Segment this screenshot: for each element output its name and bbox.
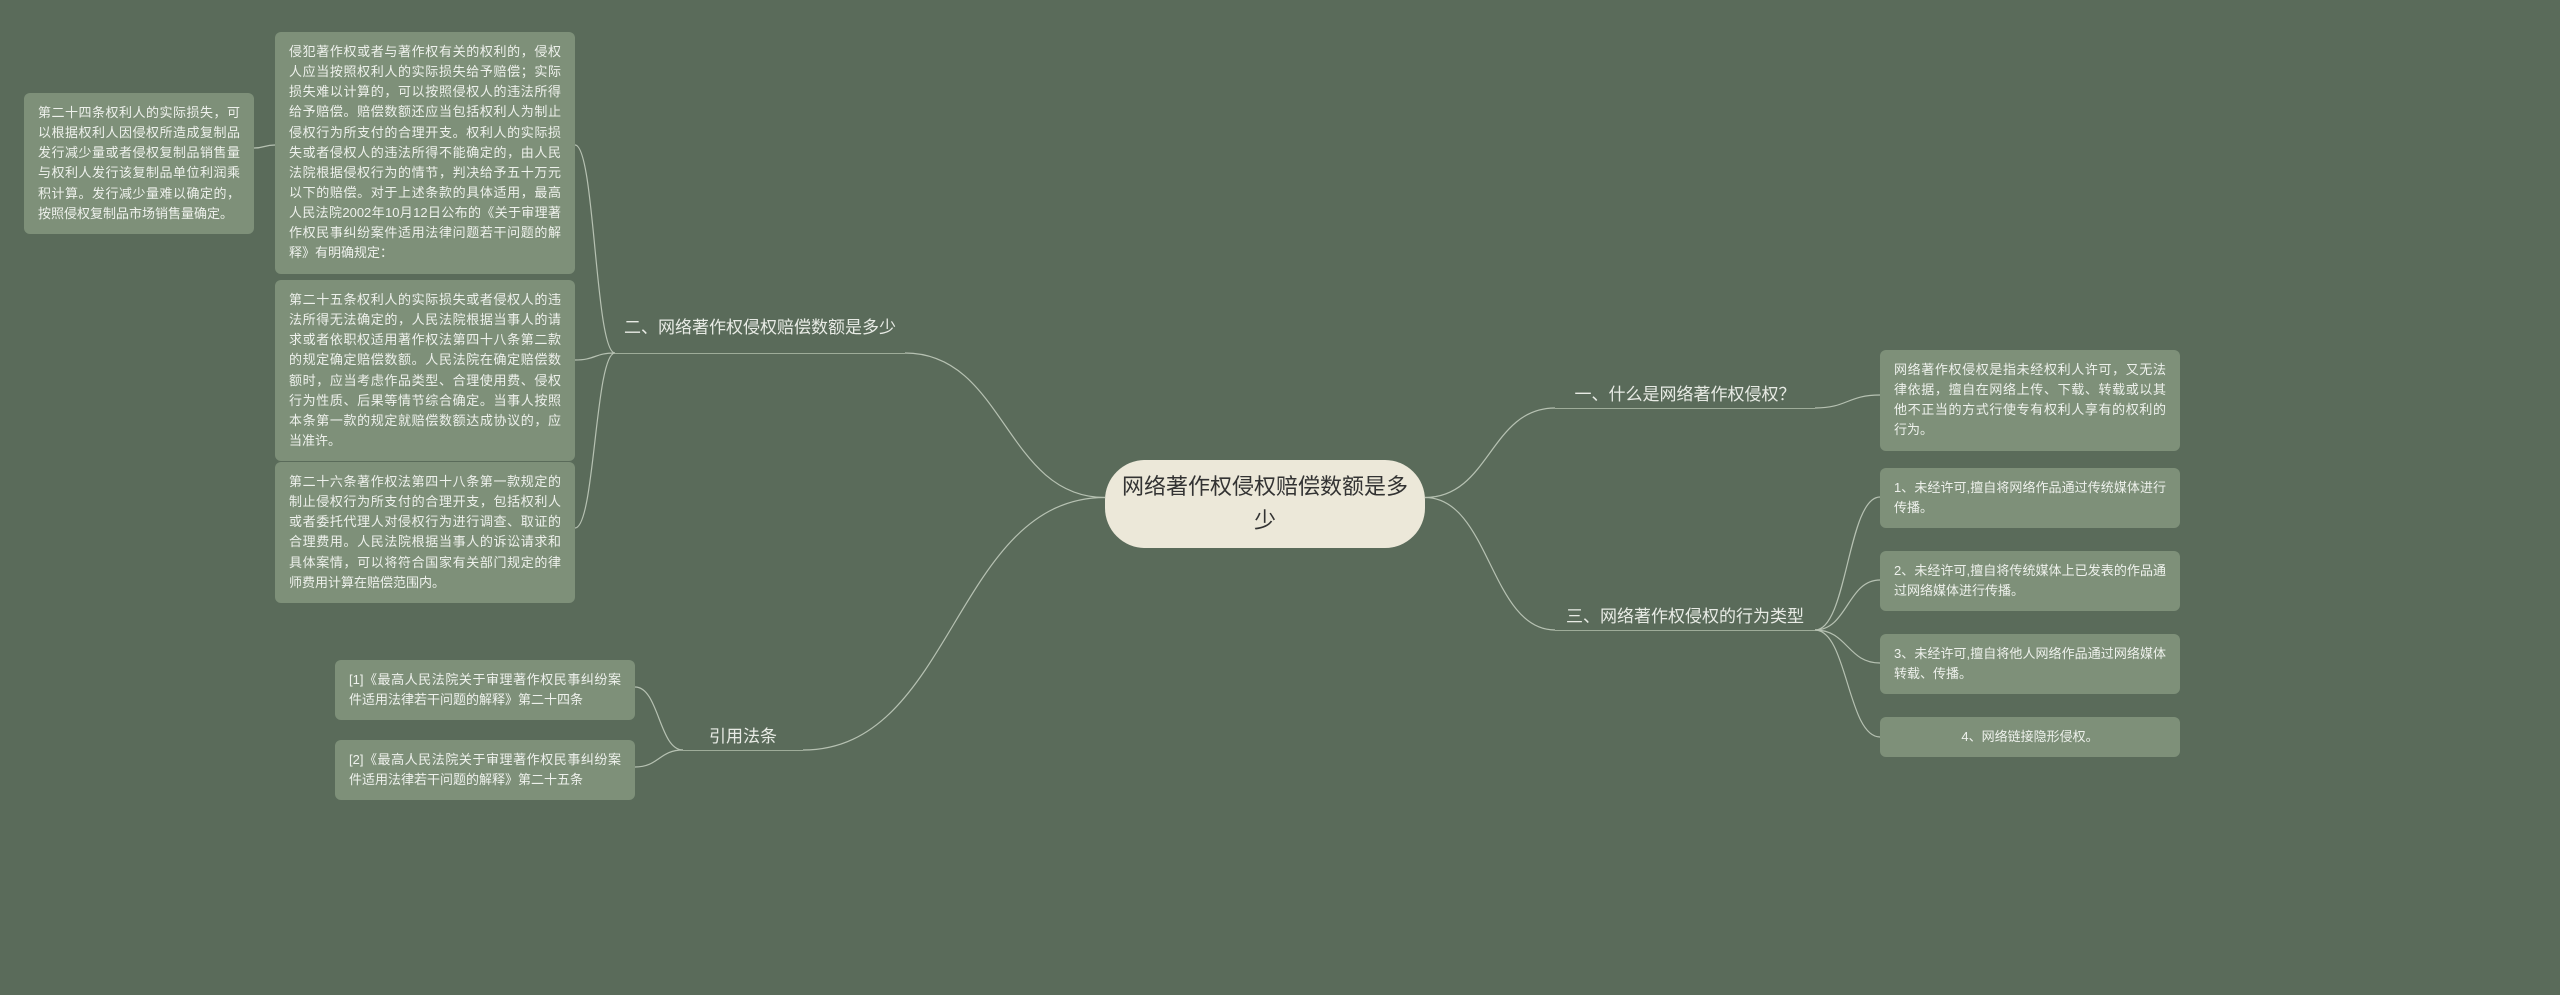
node-text: 第二十六条著作权法第四十八条第一款规定的制止侵权行为所支付的合理开支，包括权利人… (289, 472, 561, 593)
node-text: 第二十四条权利人的实际损失，可以根据权利人因侵权所造成复制品发行减少量或者侵权复… (38, 103, 240, 224)
link-root-l2 (803, 498, 1105, 751)
node-text: 网络著作权侵权是指未经权利人许可，又无法律依据，擅自在网络上传、下载、转载或以其… (1894, 360, 2166, 441)
node-l2b[interactable]: [2]《最高人民法院关于审理著作权民事纠纷案件适用法律若干问题的解释》第二十五条 (335, 740, 635, 800)
link-l2-l2b (635, 750, 683, 767)
link-l2-l2a (635, 687, 683, 750)
node-l1b[interactable]: 第二十五条权利人的实际损失或者侵权人的违法所得无法确定的，人民法院根据当事人的请… (275, 280, 575, 461)
node-text: 二、网络著作权侵权赔偿数额是多少 (624, 315, 896, 341)
link-l1-l1a (575, 145, 615, 353)
node-text: 三、网络著作权侵权的行为类型 (1566, 604, 1804, 630)
link-r2-r2a (1815, 497, 1880, 630)
node-r2b[interactable]: 2、未经许可,擅自将传统媒体上已发表的作品通过网络媒体进行传播。 (1880, 551, 2180, 611)
node-text: [2]《最高人民法院关于审理著作权民事纠纷案件适用法律若干问题的解释》第二十五条 (349, 750, 621, 790)
branch-underline (1555, 630, 1815, 631)
link-l1-l1b (575, 353, 615, 360)
link-l1a-l1a1 (254, 145, 275, 148)
node-r2d[interactable]: 4、网络链接隐形侵权。 (1880, 717, 2180, 757)
node-text: 第二十五条权利人的实际损失或者侵权人的违法所得无法确定的，人民法院根据当事人的请… (289, 290, 561, 451)
node-text: 1、未经许可,擅自将网络作品通过传统媒体进行传播。 (1894, 478, 2166, 518)
node-r1a[interactable]: 网络著作权侵权是指未经权利人许可，又无法律依据，擅自在网络上传、下载、转载或以其… (1880, 350, 2180, 451)
node-l1c[interactable]: 第二十六条著作权法第四十八条第一款规定的制止侵权行为所支付的合理开支，包括权利人… (275, 462, 575, 603)
node-text: 3、未经许可,擅自将他人网络作品通过网络媒体转载、传播。 (1894, 644, 2166, 684)
branch-underline (683, 750, 803, 751)
node-text: 2、未经许可,擅自将传统媒体上已发表的作品通过网络媒体进行传播。 (1894, 561, 2166, 601)
link-root-l1 (905, 353, 1105, 498)
mindmap-canvas: 网络著作权侵权赔偿数额是多少 一、什么是网络著作权侵权？ 网络著作权侵权是指未经权利… (0, 0, 2560, 995)
branch-underline (1555, 408, 1815, 409)
node-text: 引用法条 (709, 724, 777, 750)
node-r2a[interactable]: 1、未经许可,擅自将网络作品通过传统媒体进行传播。 (1880, 468, 2180, 528)
node-text: 侵犯著作权或者与著作权有关的权利的，侵权人应当按照权利人的实际损失给予赔偿；实际… (289, 42, 561, 264)
branch-underline (615, 353, 905, 354)
node-l1a[interactable]: 侵犯著作权或者与著作权有关的权利的，侵权人应当按照权利人的实际损失给予赔偿；实际… (275, 32, 575, 274)
link-r1-r1a (1815, 395, 1880, 408)
node-text: 4、网络链接隐形侵权。 (1961, 727, 2098, 747)
node-text: 网络著作权侵权赔偿数额是多少 (1119, 470, 1411, 538)
node-l1a1[interactable]: 第二十四条权利人的实际损失，可以根据权利人因侵权所造成复制品发行减少量或者侵权复… (24, 93, 254, 234)
link-l1-l1c (575, 353, 615, 528)
node-root[interactable]: 网络著作权侵权赔偿数额是多少 (1105, 460, 1425, 548)
node-text: [1]《最高人民法院关于审理著作权民事纠纷案件适用法律若干问题的解释》第二十四条 (349, 670, 621, 710)
node-text: 一、什么是网络著作权侵权？ (1575, 382, 1796, 408)
link-root-r2 (1425, 498, 1555, 631)
node-l1[interactable]: 二、网络著作权侵权赔偿数额是多少 (615, 303, 905, 353)
link-r2-r2c (1815, 630, 1880, 663)
node-r2c[interactable]: 3、未经许可,擅自将他人网络作品通过网络媒体转载、传播。 (1880, 634, 2180, 694)
link-r2-r2b (1815, 580, 1880, 630)
link-root-r1 (1425, 408, 1555, 498)
link-r2-r2d (1815, 630, 1880, 737)
node-l2a[interactable]: [1]《最高人民法院关于审理著作权民事纠纷案件适用法律若干问题的解释》第二十四条 (335, 660, 635, 720)
